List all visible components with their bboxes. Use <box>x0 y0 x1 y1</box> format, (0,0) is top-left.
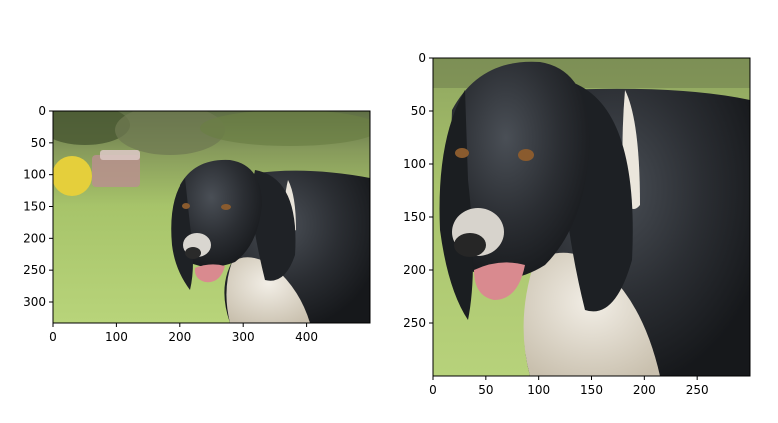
left-y-axis: 0 50 100 150 200 250 300 <box>23 104 53 309</box>
right-y-tick-label: 150 <box>403 210 426 224</box>
right-x-tick-label: 200 <box>633 383 656 397</box>
left-image-panel: 0 100 200 300 400 0 50 100 150 200 250 300 <box>23 104 371 344</box>
right-y-tick-label: 200 <box>403 263 426 277</box>
right-x-tick-label: 250 <box>686 383 709 397</box>
left-y-tick-label: 300 <box>23 295 46 309</box>
left-y-tick-label: 0 <box>38 104 46 118</box>
left-axes-frame <box>52 110 371 324</box>
right-image-panel: 0 50 100 150 200 250 0 50 100 150 200 250 <box>403 51 751 397</box>
right-x-tick-label: 0 <box>429 383 437 397</box>
left-y-tick-label: 150 <box>23 199 46 213</box>
right-y-axis: 0 50 100 150 200 250 <box>403 51 433 330</box>
left-y-tick-label: 200 <box>23 231 46 245</box>
left-y-tick-label: 100 <box>23 168 46 182</box>
left-x-tick-label: 300 <box>232 330 255 344</box>
right-y-tick-label: 0 <box>418 51 426 65</box>
right-x-tick-label: 100 <box>527 383 550 397</box>
dog-crop-closeup-image <box>433 58 750 376</box>
left-y-tick-label: 250 <box>23 263 46 277</box>
left-x-tick-label: 400 <box>295 330 318 344</box>
left-y-tick-label: 50 <box>31 136 46 150</box>
left-x-axis: 0 100 200 300 400 <box>49 323 318 344</box>
dog-in-garden-image <box>53 111 370 323</box>
left-x-tick-label: 200 <box>168 330 191 344</box>
right-x-tick-label: 150 <box>580 383 603 397</box>
right-x-axis: 0 50 100 150 200 250 <box>429 376 709 397</box>
left-x-tick-label: 0 <box>49 330 57 344</box>
right-y-tick-label: 50 <box>411 104 426 118</box>
right-y-tick-label: 250 <box>403 316 426 330</box>
right-x-tick-label: 50 <box>478 383 493 397</box>
right-y-tick-label: 100 <box>403 157 426 171</box>
left-x-tick-label: 100 <box>105 330 128 344</box>
